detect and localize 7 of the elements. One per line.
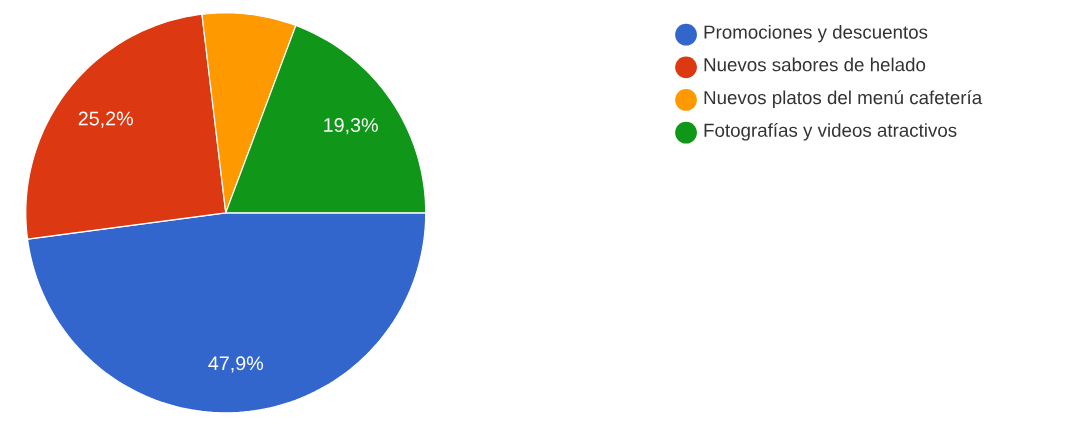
data-label: 25,2% [78,111,133,129]
legend-label: Nuevos sabores de helado [704,57,926,72]
data-label: 47,9% [208,356,264,373]
legend-label: Fotografías y videos atractivos [704,123,957,141]
legend-label: Nuevos platos del menú cafetería [704,90,983,109]
legend-label: Promociones y descuentos [704,25,928,43]
data-label: 19,3% [324,118,378,135]
